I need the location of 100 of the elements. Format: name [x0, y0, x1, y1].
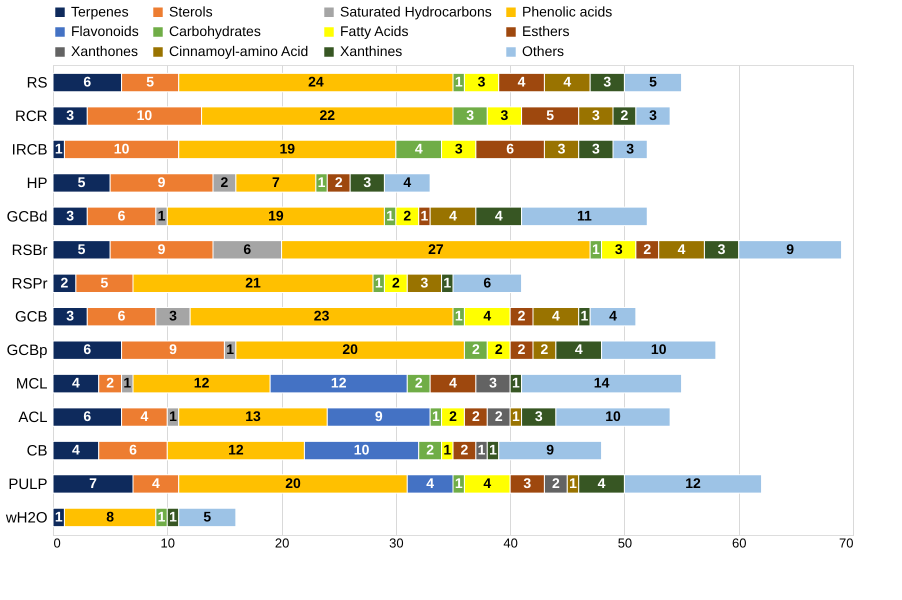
- legend-label: Xanthones: [71, 43, 138, 59]
- data-label: 1: [454, 474, 463, 491]
- data-label: 1: [478, 442, 486, 458]
- data-label: 4: [483, 474, 492, 491]
- data-label: 8: [106, 508, 114, 524]
- data-label: 3: [169, 308, 178, 324]
- y-tick-label: wH2O: [4, 509, 48, 526]
- data-label: 9: [169, 341, 178, 358]
- data-label: 5: [546, 107, 554, 124]
- data-label: 2: [494, 408, 503, 424]
- data-label: 1: [226, 341, 234, 358]
- data-label: 4: [483, 308, 492, 324]
- y-tick-label: RSBr: [12, 242, 48, 259]
- data-label: 1: [318, 174, 326, 190]
- data-label: 6: [83, 341, 92, 358]
- data-label: 2: [518, 341, 526, 358]
- x-tick-label: 40: [503, 536, 518, 550]
- data-label: 1: [443, 274, 452, 290]
- data-label: 19: [279, 140, 296, 156]
- data-label: 3: [649, 107, 658, 124]
- data-label: 10: [136, 107, 152, 124]
- data-label: 3: [466, 107, 474, 124]
- y-tick-label: GCB: [14, 308, 48, 326]
- data-label: 12: [194, 374, 210, 391]
- data-label: 6: [483, 274, 492, 290]
- data-label: 10: [354, 442, 370, 458]
- data-label: 1: [386, 207, 394, 224]
- data-label: 1: [374, 274, 383, 290]
- data-label: 4: [598, 474, 606, 491]
- data-label: 3: [66, 107, 74, 124]
- data-label: 2: [414, 374, 423, 391]
- data-label: 2: [472, 341, 480, 358]
- data-label: 10: [605, 408, 621, 424]
- data-label: 3: [718, 240, 726, 257]
- data-label: 5: [203, 508, 212, 524]
- legend-label: Flavonoids: [71, 23, 139, 39]
- data-label: 2: [620, 107, 629, 124]
- data-label: 10: [650, 341, 667, 358]
- data-label: 4: [449, 207, 458, 224]
- y-tick-label: RCR: [15, 108, 48, 126]
- data-label: 7: [89, 474, 98, 491]
- x-tick-label: 10: [160, 536, 176, 550]
- data-label: 1: [454, 308, 463, 324]
- data-label: 1: [54, 508, 63, 524]
- data-label: 4: [426, 474, 434, 491]
- data-label: 14: [594, 374, 610, 391]
- data-label: 1: [158, 207, 166, 224]
- data-label: 3: [420, 274, 429, 290]
- data-label: 1: [54, 140, 63, 156]
- legend-label: Saturated Hydrocarbons: [340, 3, 492, 20]
- y-tick-label: RSPr: [12, 275, 48, 292]
- data-label: 1: [569, 474, 578, 491]
- x-tick-label: 0: [54, 536, 61, 550]
- data-label: 4: [152, 474, 160, 491]
- data-label: 2: [220, 174, 229, 190]
- data-label: 2: [643, 240, 652, 257]
- data-label: 12: [330, 374, 347, 391]
- data-label: 3: [363, 174, 372, 190]
- data-label: 1: [123, 374, 132, 391]
- data-label: 2: [392, 274, 400, 290]
- data-label: 20: [285, 474, 301, 491]
- data-label: 1: [432, 408, 440, 424]
- data-label: 2: [60, 274, 69, 290]
- x-tick-label: 20: [274, 536, 290, 550]
- data-label: 2: [449, 408, 458, 424]
- data-label: 9: [158, 240, 166, 257]
- data-label: 19: [268, 207, 284, 224]
- data-label: 22: [319, 107, 336, 124]
- y-tick-label: IRCB: [12, 141, 48, 158]
- data-label: 1: [580, 308, 589, 324]
- data-label: 1: [489, 442, 498, 458]
- data-label: 9: [374, 408, 383, 424]
- data-label: 5: [100, 274, 109, 290]
- data-label: 4: [414, 140, 423, 156]
- data-label: 2: [334, 174, 343, 190]
- data-label: 27: [428, 240, 444, 257]
- legend-label: Phenolic acids: [522, 3, 612, 20]
- data-label: 4: [449, 374, 458, 391]
- legend-label: Terpenes: [71, 3, 129, 20]
- data-label: 5: [146, 74, 154, 90]
- data-label: 1: [512, 408, 520, 424]
- legend-label: Carbohydrates: [169, 23, 261, 39]
- data-label: 4: [72, 442, 80, 458]
- data-label: 23: [314, 308, 330, 324]
- y-tick-label: RS: [26, 74, 48, 92]
- data-label: 3: [592, 140, 600, 156]
- data-label: 2: [106, 374, 114, 391]
- data-label: 3: [614, 240, 623, 257]
- x-tick-label: 70: [839, 536, 854, 550]
- data-label: 3: [558, 140, 566, 156]
- legend-label: Sterols: [169, 3, 213, 20]
- data-label: 10: [114, 140, 130, 156]
- data-label: 7: [272, 174, 280, 190]
- data-label: 6: [83, 408, 92, 424]
- y-tick-label: GCBd: [6, 208, 48, 226]
- legend-label: Fatty Acids: [340, 23, 408, 39]
- data-label: 6: [118, 207, 126, 224]
- data-label: 2: [494, 341, 503, 358]
- y-tick-label: GCBp: [6, 342, 48, 360]
- data-label: 13: [245, 408, 261, 424]
